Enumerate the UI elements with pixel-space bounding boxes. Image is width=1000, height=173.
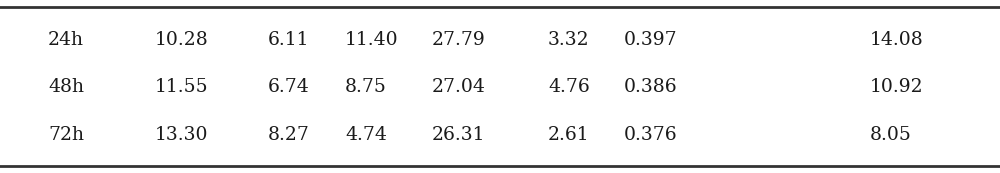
Text: 2.61: 2.61	[548, 126, 590, 144]
Text: 3.32: 3.32	[548, 31, 590, 49]
Text: 10.92: 10.92	[870, 78, 924, 95]
Text: 24h: 24h	[48, 31, 84, 49]
Text: 14.08: 14.08	[870, 31, 924, 49]
Text: 4.74: 4.74	[345, 126, 387, 144]
Text: 0.386: 0.386	[624, 78, 678, 95]
Text: 48h: 48h	[48, 78, 84, 95]
Text: 8.27: 8.27	[268, 126, 310, 144]
Text: 6.11: 6.11	[268, 31, 310, 49]
Text: 26.31: 26.31	[432, 126, 486, 144]
Text: 8.75: 8.75	[345, 78, 387, 95]
Text: 27.04: 27.04	[432, 78, 486, 95]
Text: 0.397: 0.397	[624, 31, 678, 49]
Text: 72h: 72h	[48, 126, 84, 144]
Text: 10.28: 10.28	[155, 31, 209, 49]
Text: 27.79: 27.79	[432, 31, 486, 49]
Text: 11.40: 11.40	[345, 31, 399, 49]
Text: 8.05: 8.05	[870, 126, 912, 144]
Text: 0.376: 0.376	[624, 126, 678, 144]
Text: 6.74: 6.74	[268, 78, 310, 95]
Text: 13.30: 13.30	[155, 126, 208, 144]
Text: 4.76: 4.76	[548, 78, 590, 95]
Text: 11.55: 11.55	[155, 78, 209, 95]
